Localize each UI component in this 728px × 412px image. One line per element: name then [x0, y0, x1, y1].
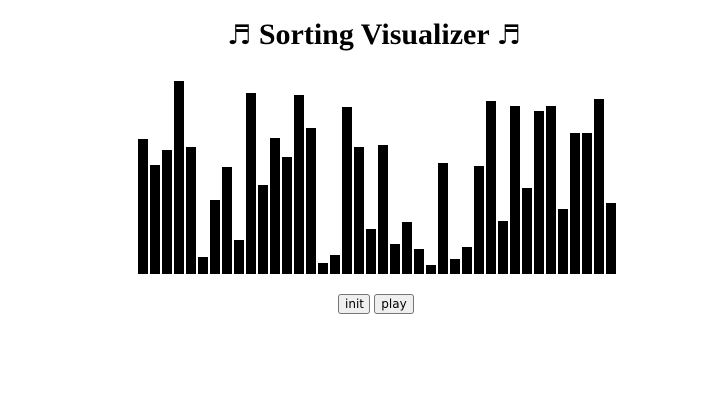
bar [390, 244, 400, 274]
page-title-text: Sorting Visualizer [258, 18, 490, 51]
bar [186, 147, 196, 274]
bar [474, 166, 484, 274]
bar [258, 185, 268, 274]
bar [366, 229, 376, 274]
bar [354, 147, 364, 274]
bar [270, 138, 280, 274]
bar [210, 200, 220, 274]
bar [486, 101, 496, 274]
page-title: ♬ Sorting Visualizer ♬ [0, 17, 728, 54]
bar [138, 139, 148, 274]
bar [282, 157, 292, 274]
bar [174, 81, 184, 274]
bar [498, 221, 508, 274]
bar [246, 93, 256, 274]
bar [438, 163, 448, 274]
bar [462, 247, 472, 274]
bar [546, 106, 556, 274]
music-note-icon: ♬ [227, 20, 252, 51]
bar [198, 257, 208, 274]
init-button[interactable]: init [338, 294, 370, 314]
bar [570, 133, 580, 274]
bar [582, 133, 592, 274]
bar [342, 107, 352, 274]
bar [522, 188, 532, 274]
bar [510, 106, 520, 274]
bar [378, 145, 388, 274]
bar [162, 150, 172, 274]
bar [450, 259, 460, 274]
music-note-icon: ♬ [496, 20, 521, 51]
bar [414, 249, 424, 274]
bar [306, 128, 316, 274]
bar [402, 222, 412, 274]
bar [318, 263, 328, 274]
bar [294, 95, 304, 274]
bar [606, 203, 616, 274]
bar [234, 240, 244, 274]
bar [594, 99, 604, 274]
play-button[interactable]: play [374, 294, 414, 314]
controls: init play [338, 294, 414, 314]
bar [222, 167, 232, 274]
bar [558, 209, 568, 274]
bar [534, 111, 544, 274]
bar [426, 265, 436, 274]
bar [150, 165, 160, 274]
bar [330, 255, 340, 274]
